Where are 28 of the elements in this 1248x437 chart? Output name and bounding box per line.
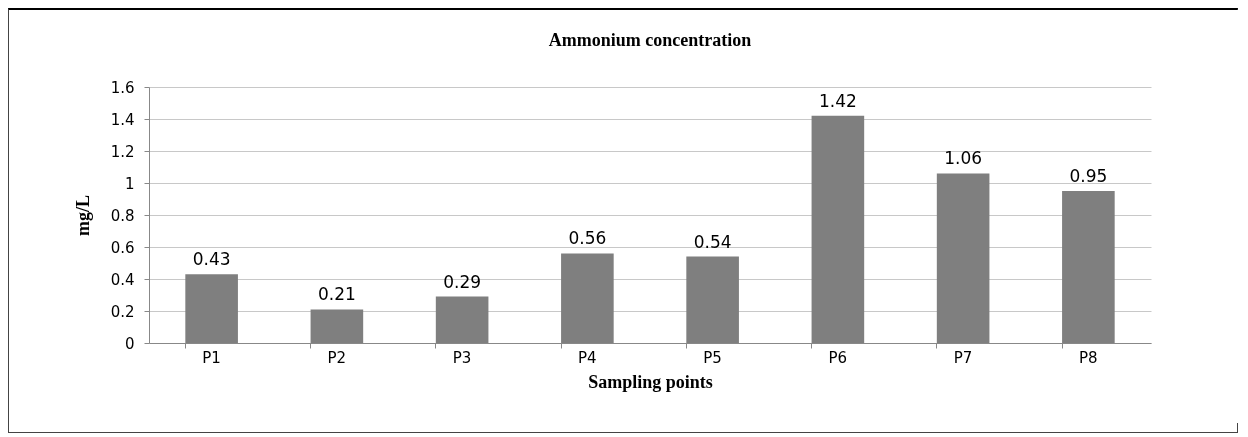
data-label: 0.43	[192, 249, 231, 270]
y-tick-label: 0.8	[110, 206, 135, 225]
y-axis-title: mg/L	[72, 194, 93, 237]
y-tick-label: 0.6	[110, 238, 135, 257]
y-tick-label: 0.2	[110, 302, 135, 321]
x-tick-label: P4	[578, 348, 597, 367]
y-tick-label: 1.2	[110, 142, 135, 161]
x-tick-label: P1	[202, 348, 221, 367]
data-label: 0.56	[568, 228, 607, 249]
data-label: 1.06	[944, 148, 983, 169]
y-tick-label: 1.6	[110, 78, 135, 97]
chart-title: Ammonium concentration	[548, 30, 752, 50]
data-label: 1.42	[818, 90, 857, 111]
data-label: 0.95	[1069, 166, 1108, 186]
y-tick-label: 1	[124, 174, 135, 193]
x-tick-label: P5	[703, 348, 722, 367]
x-tick-label: P7	[953, 348, 973, 367]
y-tick-label: 0.4	[110, 270, 135, 289]
x-tick-label: P3	[452, 348, 472, 367]
y-tick-label: 0	[124, 334, 135, 353]
data-label: 0.54	[693, 231, 732, 252]
x-tick-label: P2	[327, 348, 347, 367]
x-tick-label: P6	[828, 348, 848, 367]
x-tick-label: P8	[1079, 348, 1098, 367]
x-axis-title: Sampling points	[588, 371, 713, 392]
y-tick-label: 1.4	[110, 110, 135, 129]
data-label: 0.21	[317, 284, 356, 305]
data-label: 0.29	[443, 271, 482, 292]
